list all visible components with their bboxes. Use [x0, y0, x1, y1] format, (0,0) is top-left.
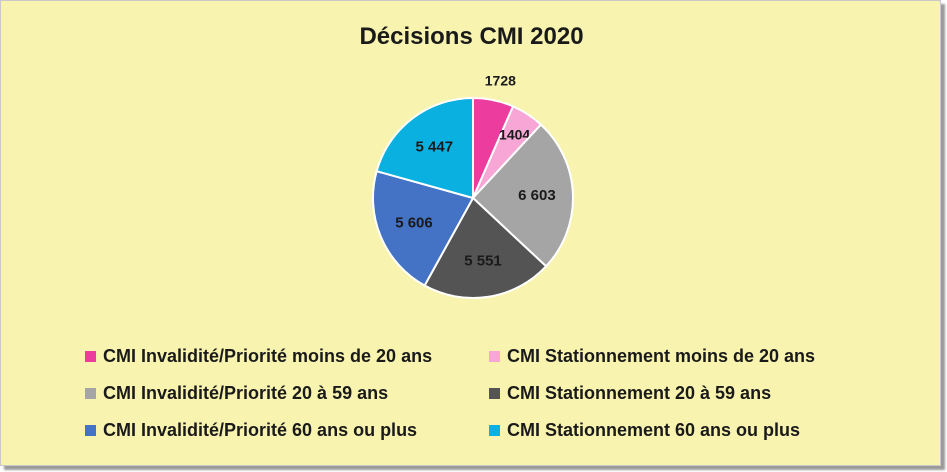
legend-swatch	[489, 387, 500, 399]
slice-data-label: 1728	[485, 72, 516, 88]
pie-slice	[372, 169, 475, 287]
pie-slice	[423, 196, 548, 299]
slice-data-label: 6 603	[518, 187, 556, 204]
legend-label: CMI Invalidité/Priorité 20 à 59 ans	[103, 382, 389, 403]
slice-data-label: 5 606	[395, 214, 433, 231]
legend-item: CMI Invalidité/Priorité 60 ans ou plus	[85, 419, 489, 441]
legend-item: CMI Stationnement moins de 20 ans	[489, 345, 889, 367]
pie-slice	[375, 96, 474, 200]
legend-item: CMI Stationnement 20 à 59 ans	[489, 382, 889, 404]
legend: CMI Invalidité/Priorité moins de 20 ans C…	[85, 345, 889, 441]
legend-item: CMI Invalidité/Priorité 20 à 59 ans	[85, 382, 489, 404]
legend-label: CMI Stationnement 20 à 59 ans	[507, 382, 772, 403]
legend-label: CMI Invalidité/Priorité moins de 20 ans	[103, 345, 433, 366]
legend-item: CMI Invalidité/Priorité moins de 20 ans	[85, 345, 489, 367]
pie-slice	[471, 123, 574, 268]
slice-data-label: 1404	[499, 126, 530, 142]
slice-data-label: 5 447	[416, 139, 454, 156]
legend-swatch	[85, 387, 96, 399]
legend-swatch	[489, 424, 500, 436]
slice-data-label: 5 551	[464, 253, 502, 270]
legend-item: CMI Stationnement 60 ans ou plus	[489, 419, 889, 441]
legend-label: CMI Invalidité/Priorité 60 ans ou plus	[103, 419, 418, 440]
legend-swatch	[85, 350, 96, 362]
legend-swatch	[489, 350, 500, 362]
legend-label: CMI Stationnement moins de 20 ans	[507, 345, 816, 366]
legend-swatch	[85, 424, 96, 436]
chart-title: Décisions CMI 2020	[359, 23, 584, 50]
legend-label: CMI Stationnement 60 ans ou plus	[507, 419, 801, 440]
